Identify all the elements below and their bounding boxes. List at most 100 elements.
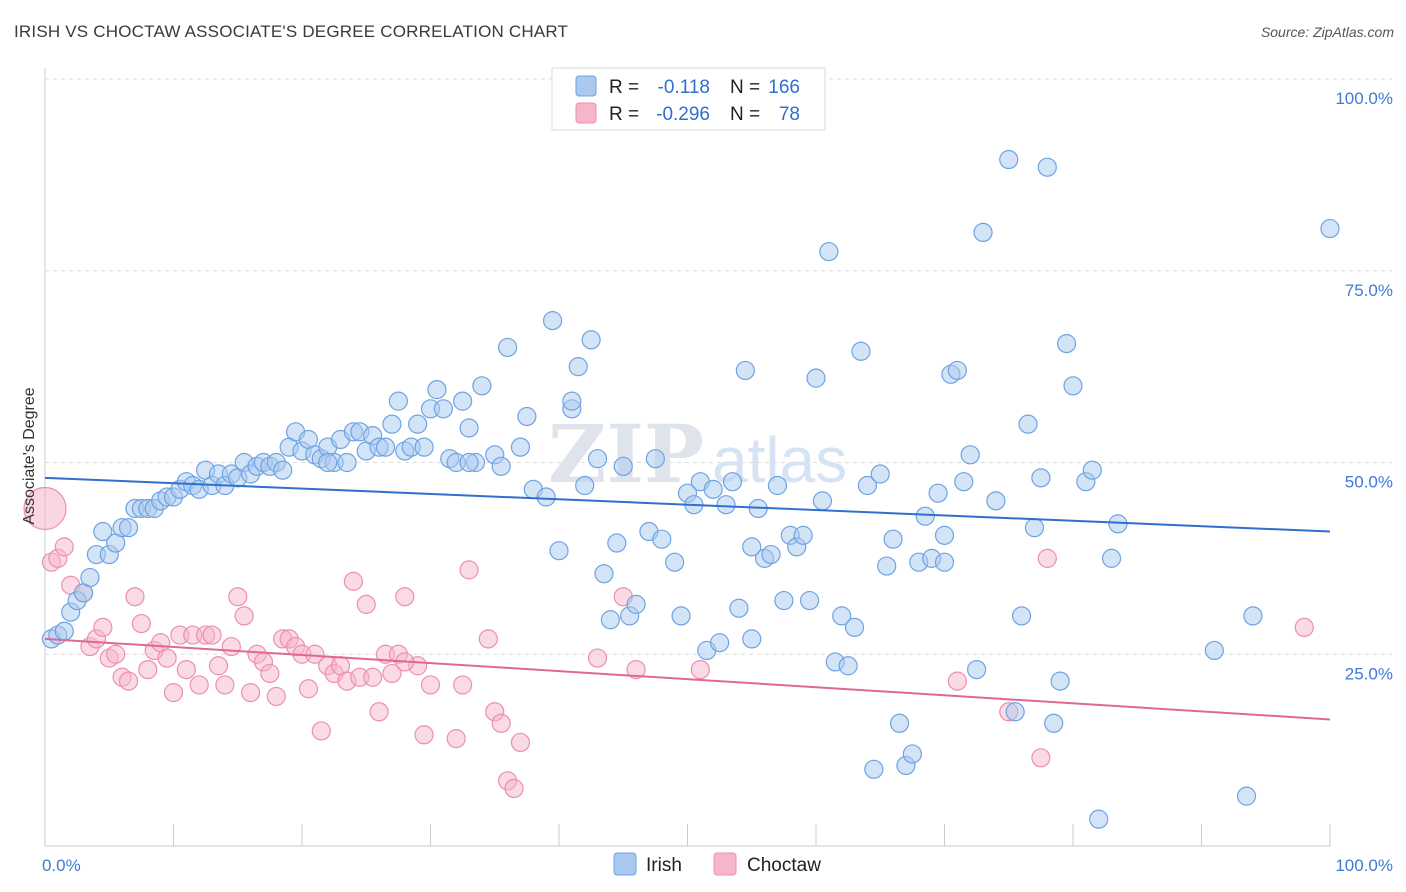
irish-point	[857, 475, 878, 496]
irish-point	[1236, 786, 1257, 806]
choctaw-point	[54, 537, 74, 557]
irish-point	[433, 399, 453, 419]
irish-point	[883, 529, 903, 549]
irish-point	[1031, 468, 1051, 488]
legend-box	[551, 67, 826, 131]
irish-point	[1024, 518, 1045, 538]
choctaw-point	[311, 721, 331, 741]
irish-point	[542, 311, 563, 331]
choctaw-point	[363, 667, 383, 687]
y-tick-label: 50.0%	[1345, 473, 1393, 492]
choctaw-point	[1031, 748, 1051, 768]
choctaw-point	[504, 778, 524, 799]
irish-point	[1101, 548, 1122, 568]
choctaw-point	[1037, 548, 1057, 568]
irish-point	[1063, 376, 1083, 396]
choctaw-point	[131, 613, 151, 634]
choctaw-point	[382, 663, 402, 684]
irish-point	[536, 487, 556, 507]
grid-lines	[45, 78, 1392, 655]
choctaw-point	[176, 659, 196, 680]
legend-swatch-choctaw	[575, 102, 597, 124]
irish-point	[799, 590, 820, 611]
source-credit: Source: ZipAtlas.com	[1260, 24, 1394, 40]
irish-point	[889, 713, 910, 733]
irish-point	[337, 452, 357, 473]
irish-point	[453, 391, 473, 411]
irish-point	[1243, 606, 1263, 626]
irish-point	[459, 418, 479, 438]
x-tick-label: 100.0%	[1335, 856, 1393, 875]
irish-point	[1037, 157, 1057, 177]
top-legend: R = -0.118 N = 166 R = -0.296 N = 78	[551, 67, 826, 131]
irish-point	[600, 610, 621, 630]
legend-n-value-irish: 166	[768, 77, 800, 98]
choctaw-point	[202, 625, 222, 645]
choctaw-point	[234, 606, 254, 626]
bottom-legend-label-irish: Irish	[646, 855, 682, 876]
legend-r-label-irish: R =	[609, 77, 639, 98]
irish-point	[626, 594, 646, 614]
choctaw-point	[266, 686, 286, 707]
irish-point	[986, 491, 1006, 511]
irish-point	[934, 525, 955, 545]
choctaw-point	[453, 675, 473, 695]
irish-point	[870, 464, 890, 484]
choctaw-point	[228, 587, 248, 607]
irish-point	[1204, 640, 1224, 661]
choctaw-point	[125, 587, 145, 607]
irish-point	[118, 518, 139, 538]
bottom-legend-swatch-irish	[613, 852, 637, 876]
irish-point	[838, 656, 858, 676]
irish-point	[1320, 218, 1340, 239]
choctaw-point	[626, 659, 646, 680]
irish-point	[587, 449, 608, 469]
choctaw-point	[947, 671, 967, 691]
irish-point	[427, 380, 447, 400]
chart-title: IRISH VS CHOCTAW ASSOCIATE'S DEGREE CORR…	[14, 22, 569, 41]
irish-point	[954, 472, 974, 492]
irish-point	[973, 222, 993, 242]
irish-point	[928, 483, 948, 503]
choctaw-point	[369, 702, 389, 722]
choctaw-point	[298, 679, 319, 699]
irish-point	[774, 590, 794, 611]
irish-point	[960, 445, 980, 465]
irish-point	[671, 606, 691, 626]
irish-point	[1018, 414, 1038, 434]
irish-point	[722, 472, 743, 492]
choctaw-point	[221, 636, 241, 657]
irish-point	[645, 449, 665, 469]
choctaw-point	[106, 644, 126, 664]
choctaw-point	[157, 648, 177, 668]
choctaw-point	[215, 675, 235, 695]
irish-point	[93, 521, 113, 542]
irish-point	[947, 360, 967, 381]
choctaw-point	[420, 675, 441, 695]
irish-trend-line	[44, 476, 1331, 533]
irish-point	[1082, 460, 1102, 480]
irish-point	[652, 529, 672, 549]
bottom-legend-swatch-choctaw	[713, 852, 737, 876]
choctaw-point	[395, 587, 415, 607]
irish-point	[54, 621, 74, 641]
irish-points	[41, 149, 1340, 829]
choctaw-point	[1294, 617, 1314, 638]
irish-point	[934, 552, 955, 572]
choctaw-point	[23, 486, 67, 531]
choctaw-point	[138, 659, 158, 680]
irish-point	[575, 475, 595, 496]
irish-point	[735, 360, 755, 381]
irish-point	[761, 544, 781, 565]
choctaw-point	[241, 682, 261, 703]
irish-point	[594, 564, 614, 584]
choctaw-point	[491, 713, 511, 733]
legend-r-label-choctaw: R =	[609, 104, 639, 125]
irish-point	[80, 567, 100, 588]
legend-swatch-irish	[575, 75, 597, 97]
irish-point	[318, 452, 338, 473]
irish-point	[568, 357, 588, 377]
choctaw-point	[343, 571, 363, 591]
irish-point	[459, 452, 479, 473]
